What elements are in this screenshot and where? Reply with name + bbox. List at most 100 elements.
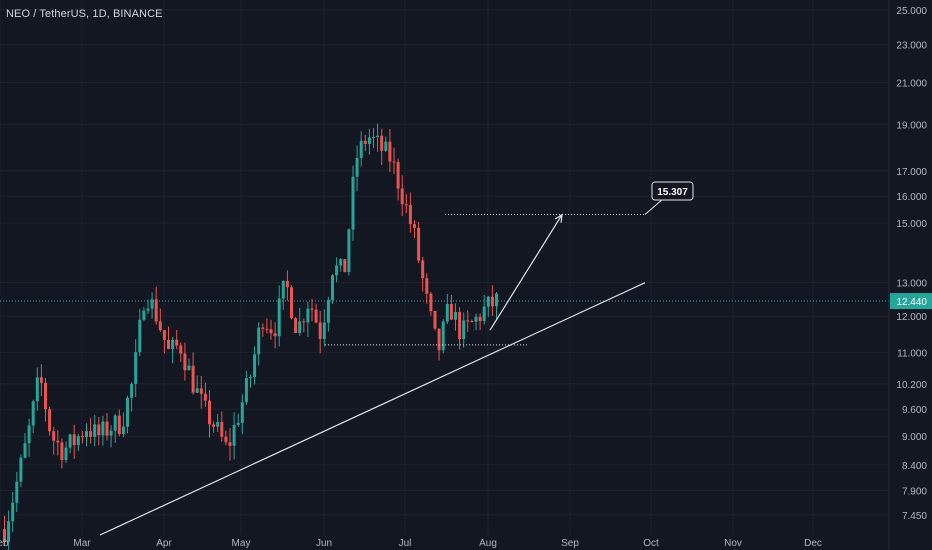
candle-body: [232, 424, 236, 446]
time-tick-label: Apr: [156, 538, 172, 549]
candles-layer: [3, 123, 498, 550]
candle-body: [23, 443, 27, 458]
candle-body: [3, 529, 6, 542]
price-tick-label: 17.000: [896, 167, 927, 178]
time-tick-label: Oct: [643, 538, 659, 549]
candle-body: [208, 400, 211, 425]
candle-body: [433, 311, 437, 329]
price-tick-label: 21.000: [896, 79, 927, 90]
time-tick-label: Feb: [0, 538, 9, 549]
candle-body: [191, 365, 195, 393]
candle-body: [48, 409, 52, 432]
price-tick-label: 15.000: [896, 219, 927, 230]
last-price-tag-label: 12.440: [896, 297, 927, 308]
candle-body: [35, 377, 39, 402]
price-tick-label: 8.400: [902, 461, 927, 472]
candle-body: [56, 440, 60, 443]
candle-body: [294, 318, 298, 334]
price-tick-label: 9.000: [902, 432, 927, 443]
price-tick-label: 16.000: [896, 192, 927, 203]
candle-body: [462, 320, 466, 340]
candle-body: [269, 329, 273, 334]
candle-body: [187, 365, 191, 371]
candle-body: [236, 422, 240, 425]
candle-body: [421, 260, 425, 279]
candle-body: [203, 393, 207, 401]
candle-body: [39, 377, 43, 383]
candle-body: [142, 310, 146, 320]
candle-body: [134, 352, 138, 384]
candle-body: [339, 259, 343, 266]
time-tick-label: Mar: [73, 538, 91, 549]
candle-body: [171, 339, 175, 349]
candle-body: [216, 421, 220, 427]
candle-body: [31, 401, 35, 426]
candle-body: [413, 224, 416, 228]
candle-body: [138, 319, 142, 353]
candle-body: [113, 415, 117, 431]
candle-body: [490, 296, 494, 307]
price-tick-label: 23.000: [896, 41, 927, 52]
price-tick-label: 25.000: [896, 6, 927, 17]
candle-body: [105, 421, 109, 436]
candle-body: [183, 353, 187, 371]
candle-body: [347, 229, 351, 273]
price-axis: 25.000 23.000 21.000 19.000 17.000 16.000 15.0…: [890, 6, 932, 522]
candle-body: [290, 287, 293, 319]
price-tick-label: 11.000: [897, 348, 927, 359]
candle-body: [240, 402, 244, 423]
candle-body: [265, 328, 269, 330]
candle-body: [372, 137, 375, 139]
candle-body: [195, 388, 199, 393]
time-axis: Feb Mar Apr May Jun Jul Aug Sep Oct Nov Dec: [0, 538, 822, 549]
candle-body: [154, 299, 158, 322]
candle-body: [162, 330, 166, 340]
candle-body: [212, 424, 216, 427]
annotations-layer: 15.307: [99, 181, 694, 536]
candle-body: [121, 426, 125, 435]
candle-body: [273, 333, 277, 337]
candle-body: [417, 227, 421, 261]
price-axis-panel[interactable]: [889, 0, 932, 550]
time-tick-label: Aug: [479, 538, 497, 549]
candle-body: [437, 328, 441, 351]
candle-body: [249, 377, 252, 379]
time-tick-label: Sep: [561, 538, 579, 549]
candle-body: [310, 308, 314, 310]
candle-body: [68, 434, 72, 448]
candle-body: [220, 421, 224, 437]
candle-body: [408, 205, 412, 225]
candle-body: [318, 322, 322, 339]
candle-body: [445, 304, 449, 322]
candle-body: [355, 157, 359, 177]
candle-body: [474, 316, 478, 322]
callout-label: 15.307: [657, 187, 688, 198]
candle-body: [150, 299, 154, 309]
time-tick-label: Nov: [724, 538, 742, 549]
candle-body: [224, 436, 228, 443]
candle-body: [298, 321, 302, 334]
candle-body: [392, 161, 396, 163]
candle-body: [19, 457, 23, 482]
candle-body: [93, 424, 97, 437]
candle-body: [486, 296, 490, 307]
candle-body: [175, 339, 179, 346]
candle-body: [470, 321, 474, 323]
candle-body: [97, 424, 101, 436]
candle-body: [335, 265, 339, 276]
candle-body: [495, 293, 498, 307]
price-tick-label: 10.200: [896, 380, 927, 391]
callout-box: [651, 181, 694, 201]
candle-body: [363, 140, 367, 144]
candle-body: [482, 306, 486, 322]
candle-body: [146, 308, 150, 311]
candle-body: [449, 304, 453, 320]
candle-body: [11, 502, 15, 522]
candle-body: [466, 320, 470, 322]
price-tick-label: 7.900: [902, 486, 927, 497]
projection-arrow-head: [554, 213, 563, 223]
candle-body: [322, 322, 326, 339]
candle-body: [130, 383, 134, 398]
price-tick-label: 7.450: [902, 511, 927, 522]
